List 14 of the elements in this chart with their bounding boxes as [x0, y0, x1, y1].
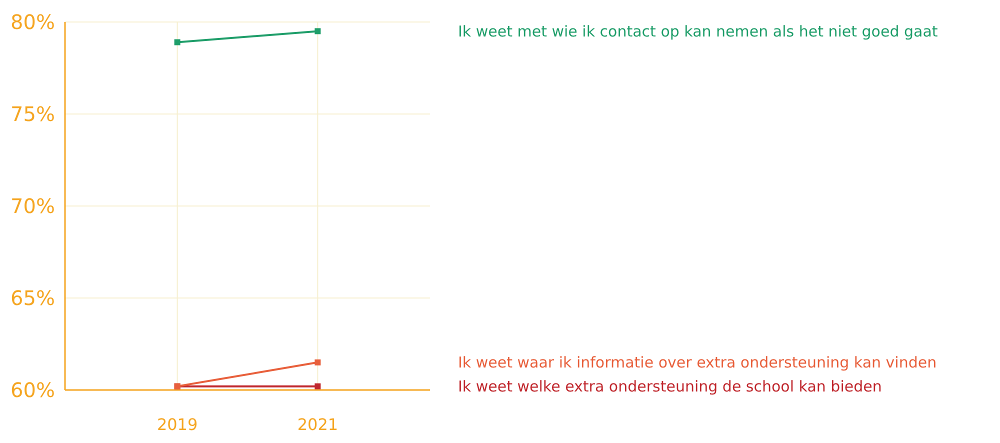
point — [174, 39, 180, 46]
y-tick-label: 75% — [10, 102, 55, 126]
text: Ik weet waar ik informatie over extra ondersteuning kan vinden — [458, 354, 937, 372]
point — [314, 383, 321, 390]
x-tick-label: 2019 — [156, 415, 198, 434]
text: Ik weet met wie ik contact op kan nemen als het niet goed gaat — [458, 22, 938, 40]
x-tick-label: 2021 — [297, 415, 338, 434]
y-tick-label: 80% — [10, 10, 55, 34]
point — [314, 359, 321, 366]
point — [314, 28, 321, 34]
y-tick-label: 70% — [10, 194, 55, 218]
text: Ik weet welke extra ondersteuning de school kan bieden — [458, 378, 882, 396]
y-tick-label: 65% — [10, 286, 55, 310]
y-tick-label: 60% — [10, 378, 55, 402]
